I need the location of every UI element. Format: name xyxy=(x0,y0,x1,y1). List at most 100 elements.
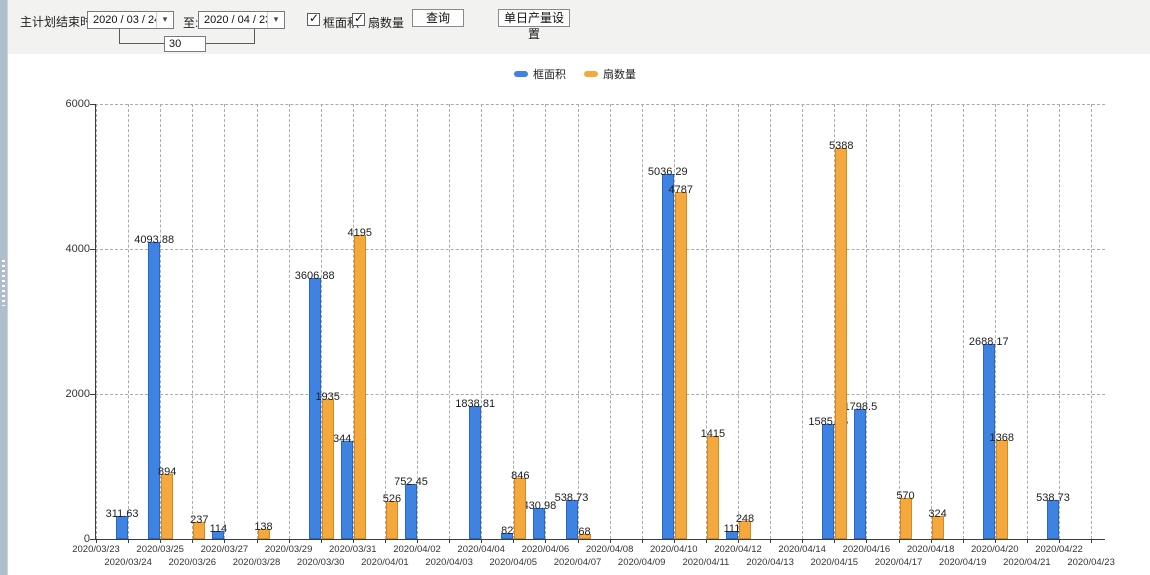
gridline-vertical xyxy=(866,104,868,539)
x-tick-label: 2020/03/25 xyxy=(136,544,184,555)
bar-value-label: 3606.88 xyxy=(294,269,335,282)
bar-value-label: 4093.88 xyxy=(134,234,175,247)
legend-item-frame-area: 框面积 xyxy=(514,66,566,82)
x-tick xyxy=(641,539,643,543)
x-tick-label: 2020/04/18 xyxy=(906,544,955,555)
bar-fan-count xyxy=(161,474,174,539)
bar-value-label: 1368 xyxy=(989,431,1015,444)
x-tick xyxy=(673,539,675,543)
chart-legend: 框面积 扇数量 xyxy=(0,66,1150,82)
bar-value-label: 237 xyxy=(190,513,209,526)
bar-frame-area xyxy=(148,242,161,539)
bar-frame-area xyxy=(726,530,738,539)
bar-fan-count xyxy=(257,528,270,539)
date-span-connector xyxy=(119,43,165,44)
left-splitter-handle[interactable] xyxy=(0,0,8,575)
x-tick-label: 2020/04/17 xyxy=(874,557,923,568)
x-tick xyxy=(513,539,515,543)
fan-count-checkbox-label[interactable]: 扇数量 xyxy=(368,16,405,30)
daily-output-settings-button[interactable]: 单日产量设置 xyxy=(498,9,570,41)
bar-value-label: 894 xyxy=(158,466,177,479)
x-tick xyxy=(256,539,258,543)
bar-frame-area xyxy=(982,344,995,539)
x-tick-label: 2020/03/28 xyxy=(232,557,281,568)
query-button[interactable]: 查询 xyxy=(412,9,464,27)
bar-frame-area xyxy=(340,441,353,539)
gridline-vertical xyxy=(930,104,932,539)
x-tick-label: 2020/04/23 xyxy=(1067,557,1115,568)
bar-value-label: 82 xyxy=(501,525,514,538)
x-tick xyxy=(577,539,579,543)
bar-fan-count xyxy=(835,148,848,539)
bar-fan-count xyxy=(193,521,206,539)
x-tick-label: 2020/04/03 xyxy=(425,557,473,568)
bar-fan-count xyxy=(899,497,912,539)
x-tick xyxy=(224,539,226,543)
x-tick-label: 2020/03/31 xyxy=(329,544,377,555)
x-tick-label: 2020/04/08 xyxy=(585,544,634,555)
x-tick xyxy=(128,539,130,543)
gridline-vertical xyxy=(192,104,194,539)
x-tick xyxy=(384,539,386,543)
y-tick xyxy=(90,249,95,250)
bar-value-label: 324 xyxy=(928,507,947,520)
date-from-picker[interactable]: 2020 / 03 / 24 ▾ xyxy=(87,11,174,29)
bar-value-label: 846 xyxy=(511,469,530,482)
gridline-vertical xyxy=(577,104,579,539)
bar-value-label: 2688.17 xyxy=(968,336,1009,349)
gridline-vertical xyxy=(417,104,418,539)
bar-value-label: 538.73 xyxy=(554,491,589,504)
bar-frame-area xyxy=(308,277,321,539)
x-tick xyxy=(705,539,707,543)
bar-value-label: 1344.95 xyxy=(326,433,367,446)
date-to-picker[interactable]: 2020 / 04 / 23 ▾ xyxy=(198,11,285,29)
bar-frame-area xyxy=(533,507,546,539)
bar-value-label: 526 xyxy=(382,492,402,505)
gridline-vertical xyxy=(705,104,707,539)
x-tick xyxy=(930,539,932,543)
x-tick xyxy=(160,539,162,543)
gridline-horizontal xyxy=(95,394,1105,395)
to-label: 至: xyxy=(183,16,199,30)
bar-fan-count xyxy=(385,500,398,539)
gridline-vertical xyxy=(1091,104,1093,539)
gridline-vertical xyxy=(802,104,804,539)
date-span-connector xyxy=(119,29,120,44)
gridline-vertical xyxy=(738,104,739,539)
chevron-down-icon[interactable]: ▾ xyxy=(267,12,284,28)
query-button-label: 查询 xyxy=(425,11,450,25)
days-between-value: 30 xyxy=(169,38,182,50)
chevron-down-icon[interactable]: ▾ xyxy=(156,12,173,28)
x-tick xyxy=(288,539,290,543)
x-tick xyxy=(417,539,418,543)
x-tick-label: 2020/04/09 xyxy=(617,557,666,568)
days-between-input[interactable]: 30 xyxy=(164,36,206,52)
legend-swatch-blue xyxy=(514,71,528,77)
gridline-vertical xyxy=(962,104,964,539)
gridline-vertical xyxy=(513,104,515,539)
frame-area-checkbox-label[interactable]: 框面积 xyxy=(323,16,360,30)
legend-swatch-orange xyxy=(584,71,598,77)
fan-count-checkbox[interactable]: ✓ xyxy=(352,11,365,26)
gridline-vertical xyxy=(224,104,226,539)
bar-value-label: 114 xyxy=(209,522,228,535)
y-tick-label: 4000 xyxy=(65,243,90,255)
bar-frame-area xyxy=(469,405,482,539)
x-tick xyxy=(609,539,611,543)
legend-label: 框面积 xyxy=(533,69,566,81)
frame-area-checkbox[interactable]: ✓ xyxy=(307,11,320,26)
bar-value-label: 68 xyxy=(578,526,591,539)
x-tick-label: 2020/04/19 xyxy=(938,557,987,568)
bar-frame-area xyxy=(116,516,129,539)
bar-value-label: 4787 xyxy=(668,183,694,196)
x-tick-label: 2020/03/26 xyxy=(168,557,217,568)
check-icon: ✓ xyxy=(354,11,365,25)
daily-output-settings-label: 单日产量设置 xyxy=(503,11,564,41)
check-icon: ✓ xyxy=(309,11,320,25)
bar-value-label: 1838.81 xyxy=(455,397,496,410)
x-tick-label: 2020/04/02 xyxy=(393,544,441,555)
bar-frame-area xyxy=(1047,499,1059,539)
x-tick-label: 2020/03/24 xyxy=(104,557,152,568)
x-tick-label: 2020/03/29 xyxy=(264,544,313,555)
